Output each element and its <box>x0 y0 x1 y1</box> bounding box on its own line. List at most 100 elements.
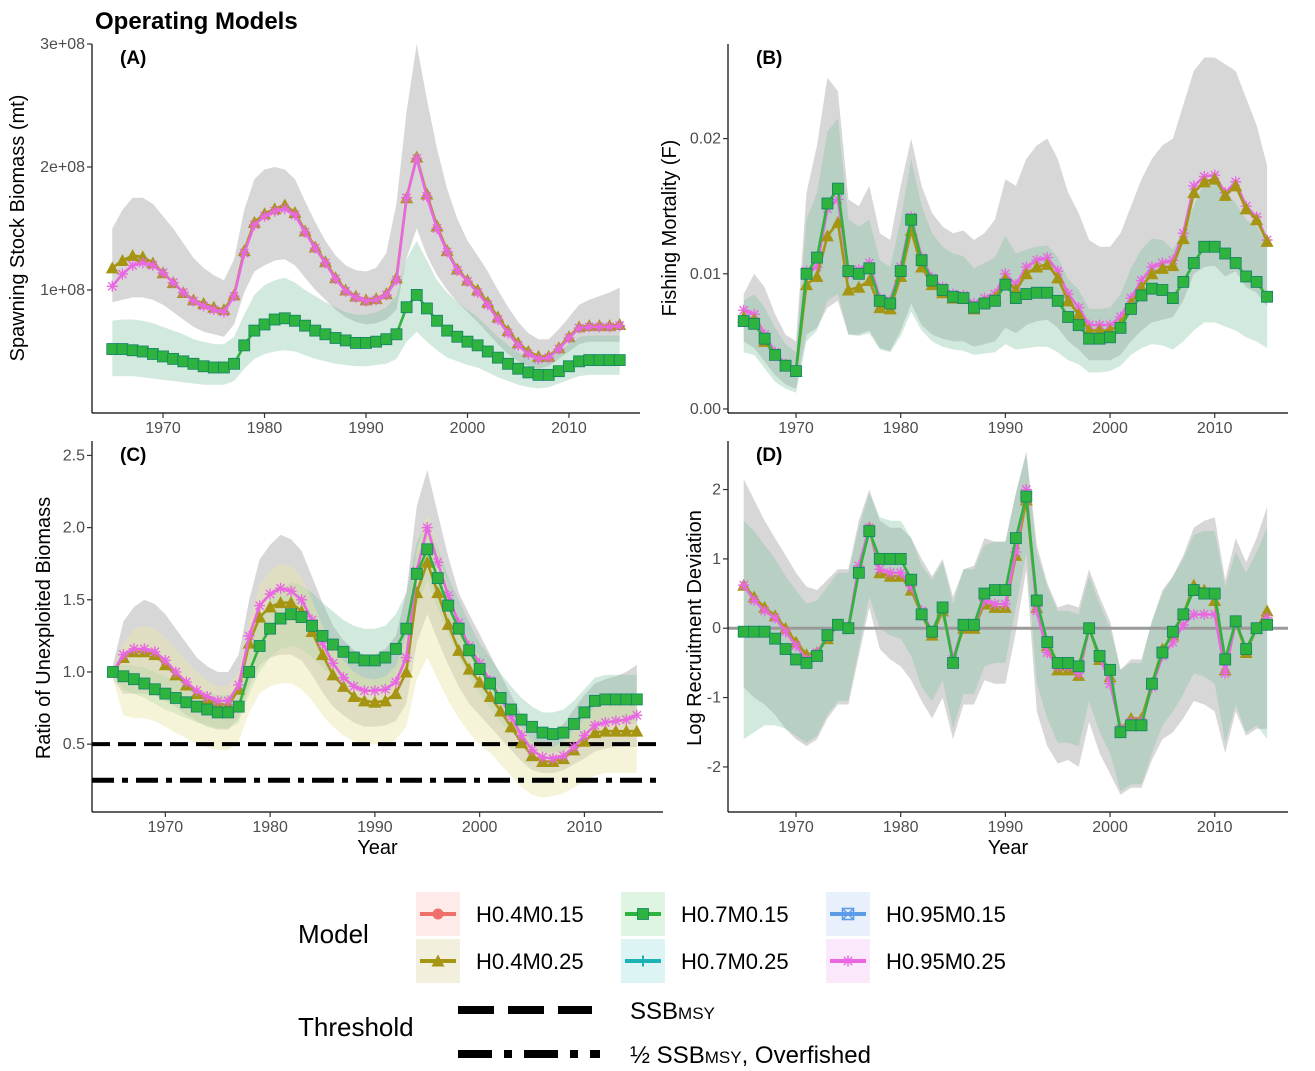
data-point-H0.7M0.15 <box>238 339 251 352</box>
data-point-H0.7M0.15 <box>471 339 484 352</box>
data-point-H0.7M0.15 <box>609 693 622 706</box>
x-tick-label: 1970 <box>148 819 184 836</box>
data-point-H0.95M0.25 <box>316 637 328 649</box>
data-point-H0.7M0.15 <box>274 612 287 625</box>
data-point-H0.95M0.25 <box>1209 608 1221 620</box>
data-point-H0.7M0.15 <box>599 693 612 706</box>
data-point-H0.7M0.15 <box>978 297 991 310</box>
legend-key-marker-cross <box>842 908 854 920</box>
data-point-H0.7M0.15 <box>389 642 402 655</box>
data-point-H0.7M0.15 <box>989 294 1001 307</box>
data-point-H0.95M0.25 <box>811 261 823 273</box>
data-point-H0.4M0.25 <box>420 555 434 568</box>
y-axis-title: Spawning Stock Biomass (mt) <box>7 95 29 362</box>
data-point-H0.95M0.25 <box>309 242 321 254</box>
data-point-H0.7M0.15 <box>177 355 190 368</box>
legend-entry-H0.4M0.15: H0.4M0.15 <box>416 892 584 936</box>
plot-area <box>737 57 1274 393</box>
y-tick-label: 3e+08 <box>40 36 85 53</box>
data-point-H0.95M0.25 <box>1115 311 1127 323</box>
data-point-H0.7M0.15 <box>1261 618 1273 631</box>
y-axis-title: Fishing Mortality (F) <box>659 140 681 317</box>
data-point-H0.95M0.25 <box>599 716 611 728</box>
data-point-H0.7M0.15 <box>1041 636 1054 649</box>
data-point-H0.7M0.15 <box>1146 282 1158 295</box>
data-point-H0.4M0.25 <box>1197 175 1211 188</box>
data-point-H0.4M0.25 <box>598 724 612 737</box>
data-point-H0.95M0.25 <box>370 294 382 306</box>
data-point-H0.95M0.25 <box>492 314 504 326</box>
data-point-H0.4M0.25 <box>820 229 834 242</box>
x-axis-title: Year <box>357 837 398 859</box>
panel-b: 1970 1980 1990 2000 2010 0.00 0.01 0.02 (B) Fishi… <box>659 44 1288 437</box>
data-point-H0.7M0.15 <box>1166 625 1179 638</box>
data-point-H0.7M0.15 <box>167 352 180 365</box>
data-point-H0.7M0.15 <box>578 706 591 719</box>
data-point-H0.7M0.15 <box>1135 719 1148 732</box>
data-point-H0.4M0.25 <box>1040 257 1054 270</box>
data-point-H0.7M0.15 <box>228 357 240 370</box>
data-point-H0.95M0.25 <box>157 267 169 279</box>
data-point-H0.4M0.25 <box>1260 604 1274 617</box>
data-point-H0.95M0.25 <box>369 685 381 697</box>
data-point-H0.7M0.15 <box>295 611 308 624</box>
data-point-H0.7M0.15 <box>1072 660 1085 673</box>
data-point-H0.7M0.15 <box>737 625 750 638</box>
data-point-H0.95M0.25 <box>631 709 643 721</box>
data-point-H0.95M0.25 <box>1135 275 1147 287</box>
data-point-H0.7M0.15 <box>852 566 865 579</box>
legend-key-marker-box <box>841 907 855 921</box>
x-tick-label: 1980 <box>247 420 283 437</box>
y-tick-label: 1.0 <box>63 664 85 681</box>
data-point-H0.95M0.25 <box>1188 608 1200 620</box>
x-tick-label: 1970 <box>778 420 814 437</box>
data-point-H0.7M0.15 <box>1083 332 1096 345</box>
data-point-H0.7M0.15 <box>390 328 403 341</box>
data-point-H0.95M0.25 <box>390 274 402 286</box>
data-point-H0.7M0.15 <box>400 301 413 314</box>
data-point-H0.7M0.15 <box>1020 288 1033 300</box>
data-point-H0.95M0.25 <box>137 257 149 269</box>
data-point-H0.95M0.25 <box>482 299 494 311</box>
legend-threshold-half-ssbmsy: ½ SSBMSY, Overfished <box>458 1042 871 1069</box>
x-tick-label: 2000 <box>450 420 486 437</box>
data-point-H0.7M0.15 <box>1146 677 1158 690</box>
data-point-H0.95M0.25 <box>568 741 580 753</box>
data-point-H0.95M0.25 <box>1073 667 1085 679</box>
data-point-H0.95M0.25 <box>1020 484 1032 496</box>
data-point-H0.7M0.15 <box>420 302 433 315</box>
data-point-H0.7M0.15 <box>1177 608 1190 621</box>
data-point-H0.4M0.25 <box>284 596 298 609</box>
data-point-H0.95M0.25 <box>330 273 342 285</box>
data-point-H0.95M0.25 <box>557 750 569 762</box>
data-point-H0.95M0.25 <box>1062 288 1074 300</box>
data-point-H0.95M0.25 <box>1146 261 1158 273</box>
data-point-H0.4M0.25 <box>399 665 413 678</box>
data-point-H0.95M0.25 <box>832 193 844 205</box>
data-point-H0.7M0.15 <box>492 351 504 364</box>
data-point-H0.4M0.25 <box>630 724 644 737</box>
data-point-H0.7M0.15 <box>1114 726 1127 739</box>
data-point-H0.7M0.15 <box>573 355 586 368</box>
legend: Model H0.4M0.15 H0.7M0.15 H0.95M0.15H0.4M0… <box>298 892 1006 1069</box>
plot-area <box>728 451 1288 795</box>
data-point-H0.7M0.15 <box>1240 270 1253 283</box>
data-point-H0.7M0.15 <box>410 567 423 580</box>
data-point-H0.7M0.15 <box>461 335 474 348</box>
legend-key-marker <box>842 955 854 967</box>
data-point-H0.7M0.15 <box>1187 257 1200 269</box>
data-point-H0.7M0.15 <box>926 274 939 287</box>
data-point-H0.7M0.15 <box>915 608 928 621</box>
data-point-H0.7M0.15 <box>1051 294 1064 307</box>
data-point-H0.7M0.15 <box>1093 332 1106 345</box>
data-point-H0.4M0.25 <box>336 679 350 692</box>
series-H0.7M0.15 <box>737 182 1273 377</box>
data-point-H0.95M0.25 <box>191 685 203 697</box>
data-point-H0.7M0.15 <box>748 625 761 638</box>
data-point-H0.95M0.25 <box>563 332 575 344</box>
data-point-H0.95M0.25 <box>275 582 287 594</box>
plot-area <box>92 469 663 798</box>
data-point-H0.7M0.15 <box>905 213 918 226</box>
data-point-H0.4M0.25 <box>452 643 466 656</box>
